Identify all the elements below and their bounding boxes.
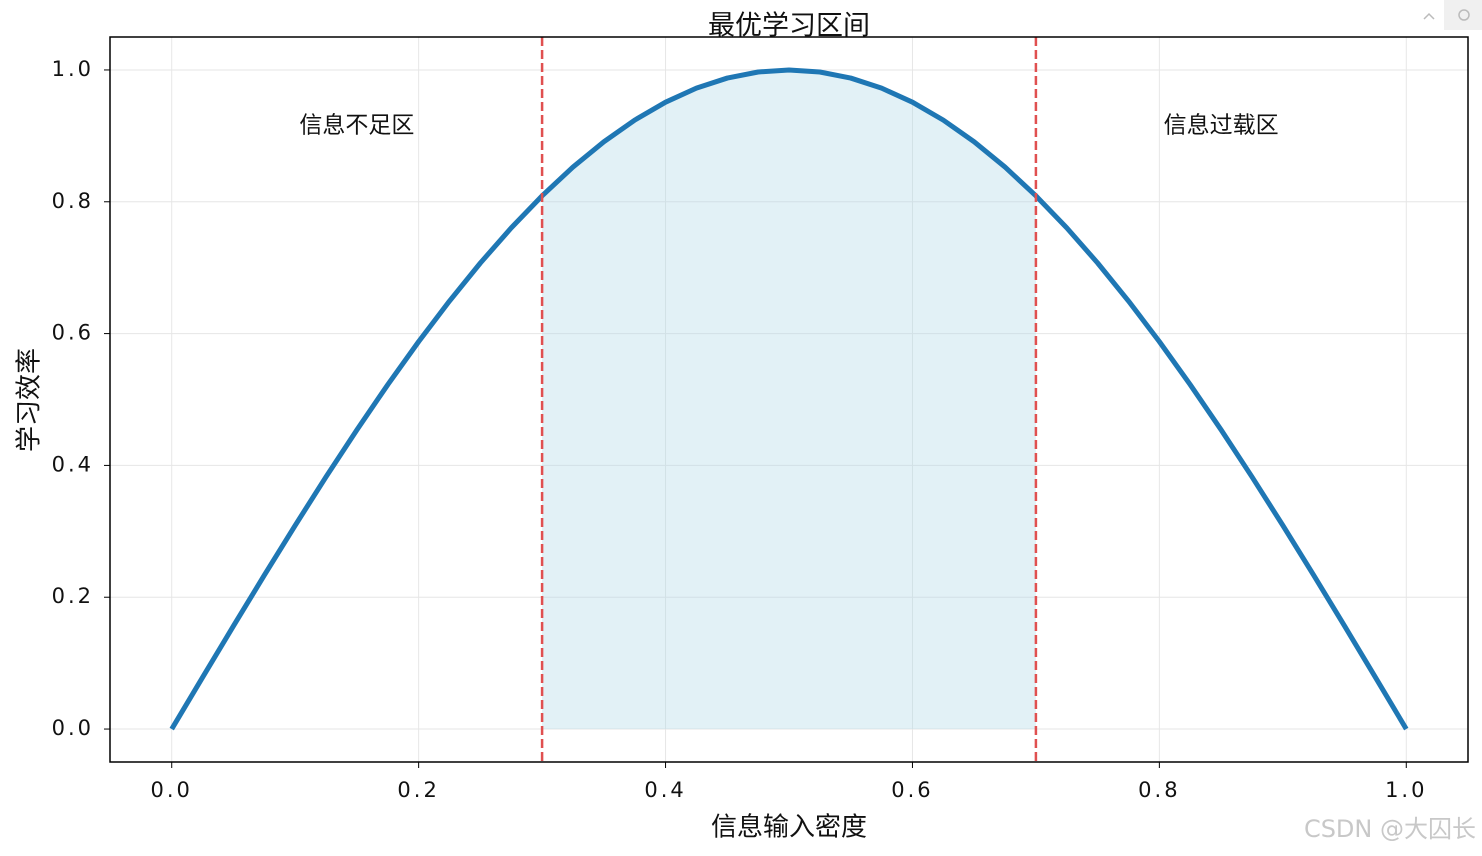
x-tick-label: 0.6 [891, 778, 933, 802]
annotation: 信息过载区 [1164, 112, 1279, 138]
collapse-icon[interactable] [1423, 12, 1435, 20]
x-tick-label: 0.2 [397, 778, 439, 802]
y-tick-label: 0.4 [52, 452, 94, 476]
y-tick-label: 0.0 [52, 716, 94, 740]
refresh-icon[interactable] [1458, 9, 1470, 21]
frame [109, 36, 1469, 763]
watermark: CSDN @大囚长 [1304, 815, 1476, 843]
x-axis-label: 信息输入密度 [711, 813, 867, 843]
y-tick-label: 0.2 [52, 584, 94, 608]
control-bg [1444, 0, 1482, 30]
x-tick-label: 0.4 [644, 778, 686, 802]
chart-title: 最优学习区间 [708, 11, 870, 42]
x-tick-label: 0.8 [1138, 778, 1180, 802]
shaded-area [542, 69, 1036, 730]
window-controls [1423, 0, 1482, 30]
x-tick-label: 1.0 [1385, 778, 1427, 802]
plot [169, 37, 1409, 762]
x-tick-label: 0.0 [151, 778, 193, 802]
y-tick-label: 0.6 [52, 321, 94, 345]
y-tick-label: 1.0 [52, 57, 94, 81]
y-axis-label: 学习效率 [15, 348, 45, 452]
annotation: 信息不足区 [299, 112, 414, 138]
y-tick-label: 0.8 [52, 189, 94, 213]
line [169, 67, 1409, 731]
